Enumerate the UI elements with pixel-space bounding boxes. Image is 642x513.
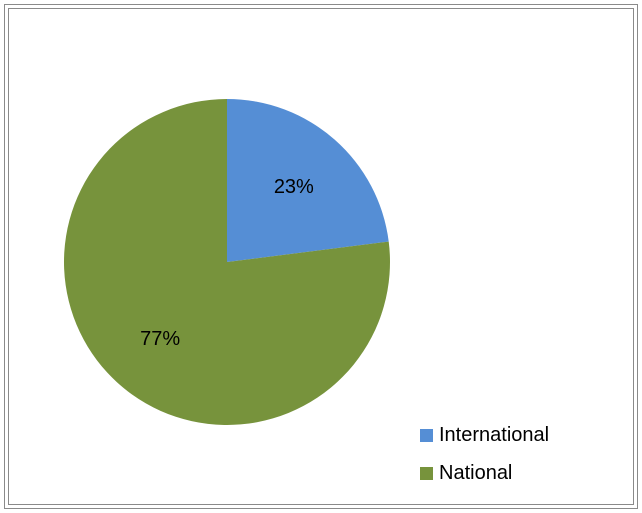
chart-frame xyxy=(4,4,638,509)
pie-slice-international xyxy=(227,99,389,262)
legend-item-international: International xyxy=(420,419,549,451)
legend: International National xyxy=(420,419,549,495)
legend-label-international: International xyxy=(439,424,550,446)
chart-frame-inner xyxy=(8,8,634,505)
data-label-national: 77% xyxy=(140,328,180,350)
legend-swatch-national xyxy=(420,466,433,480)
legend-item-national: National xyxy=(420,457,549,489)
pie-slice-national xyxy=(63,99,391,425)
legend-swatch-international xyxy=(420,428,433,442)
legend-label-national: National xyxy=(439,462,513,484)
data-label-international: 23% xyxy=(274,176,314,198)
